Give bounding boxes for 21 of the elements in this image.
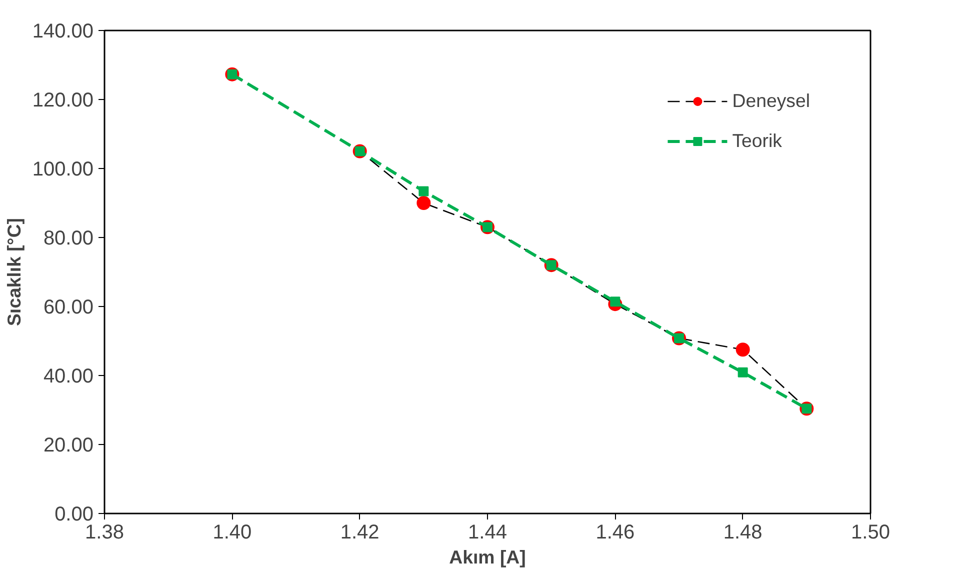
x-tick-label: 1.40 <box>212 522 252 544</box>
x-tick-label: 1.48 <box>723 522 762 544</box>
y-tick-label: 80.00 <box>43 228 94 250</box>
y-tick-label: 40.00 <box>43 366 94 388</box>
point <box>418 186 429 196</box>
point <box>738 367 748 378</box>
x-tick-label: 1.44 <box>468 522 507 544</box>
point <box>416 196 431 210</box>
legend-label: Teorik <box>732 130 782 152</box>
y-tick-label: 60.00 <box>43 296 94 318</box>
y-tick-label: 140.00 <box>32 20 94 42</box>
y-tick-label: 100.00 <box>32 158 94 180</box>
legend-label: Deneysel <box>732 90 810 112</box>
x-tick-label: 1.50 <box>851 522 890 544</box>
y-tick-label: 20.00 <box>43 434 94 456</box>
y-axis-title: Sıcaklık [°C] <box>3 218 24 326</box>
x-axis-title: Akım [A] <box>449 546 526 568</box>
point <box>736 342 750 357</box>
x-tick-label: 1.46 <box>596 522 635 544</box>
x-tick-label: 1.42 <box>340 522 380 544</box>
y-tick-label: 120.00 <box>32 90 94 112</box>
